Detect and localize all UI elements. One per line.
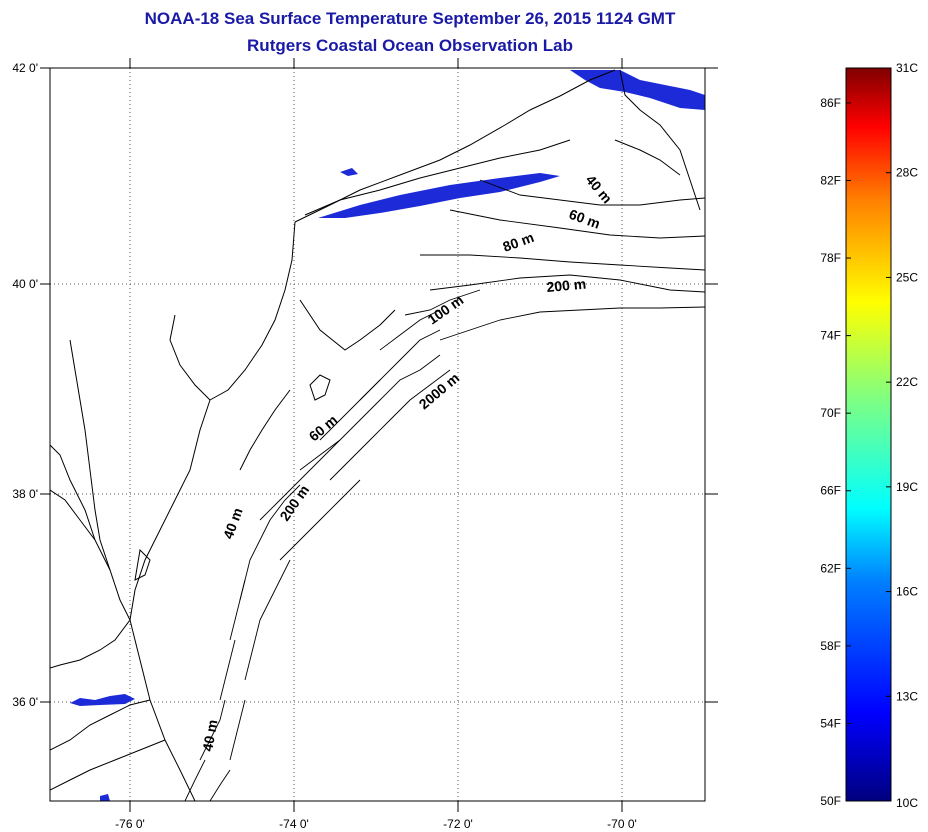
- isobath-label-200m-south: 200 m: [276, 482, 312, 524]
- colorbar-f-label: 74F: [820, 329, 841, 343]
- colorbar-c-label: 13C: [896, 689, 918, 703]
- lon-label-70: -70 0': [607, 817, 637, 831]
- colorbar-c-label: 22C: [896, 375, 918, 389]
- colorbar-c-label: 31C: [896, 61, 918, 75]
- color-bar: 86F 82F 78F 74F 70F 66F 62F 58F 54F 50F 31C 28C 25C…: [820, 61, 918, 810]
- colorbar-c-label: 10C: [896, 796, 918, 810]
- lat-label-36: 36 0': [12, 695, 38, 709]
- isobath-label-40m-south: 40 m: [199, 718, 220, 752]
- colorbar-f-label: 86F: [820, 96, 841, 110]
- lon-label-72: -72 0': [443, 817, 473, 831]
- lon-labels: -76 0' -74 0' -72 0' -70 0': [115, 817, 637, 831]
- colorbar-c-label: 25C: [896, 270, 918, 284]
- isobath-label-40m-mid: 40 m: [220, 506, 246, 541]
- colorbar-f-label: 54F: [820, 716, 841, 730]
- map-title: NOAA-18 Sea Surface Temperature Septembe…: [144, 9, 676, 28]
- lat-label-42: 42 0': [12, 61, 38, 75]
- lat-labels: 42 0' 40 0' 38 0' 36 0': [12, 61, 38, 709]
- isobath-label-100m: 100 m: [425, 292, 467, 328]
- lat-label-40: 40 0': [12, 277, 38, 291]
- coastline: [50, 69, 701, 801]
- cold-water-patches: [70, 70, 705, 801]
- colorbar-f-label: 70F: [820, 406, 841, 420]
- map-frame: [49, 67, 706, 802]
- colorbar-c-label: 28C: [896, 166, 918, 180]
- isobath-label-200m-north: 200 m: [546, 276, 587, 295]
- isobath-label-60m-south: 60 m: [306, 412, 341, 445]
- isobath-label-80m: 80 m: [501, 229, 536, 255]
- color-bar-gradient: [845, 67, 892, 802]
- colorbar-f-labels: 86F 82F 78F 74F 70F 66F 62F 58F 54F 50F: [820, 96, 851, 808]
- colorbar-f-label: 62F: [820, 561, 841, 575]
- lon-label-76: -76 0': [115, 817, 145, 831]
- colorbar-c-label: 19C: [896, 480, 918, 494]
- colorbar-c-label: 16C: [896, 585, 918, 599]
- isobaths: [184, 179, 705, 801]
- map-ticks: [40, 58, 718, 812]
- lon-label-74: -74 0': [279, 817, 309, 831]
- colorbar-f-label: 82F: [820, 173, 841, 187]
- colorbar-c-labels: 31C 28C 25C 22C 19C 16C 13C 10C: [886, 61, 918, 810]
- map-subtitle: Rutgers Coastal Ocean Observation Lab: [247, 36, 573, 55]
- colorbar-f-label: 78F: [820, 251, 841, 265]
- isobath-label-40m-north: 40 m: [583, 172, 616, 207]
- isobath-label-60m-north: 60 m: [567, 206, 602, 232]
- lat-label-38: 38 0': [12, 487, 38, 501]
- colorbar-f-label: 66F: [820, 484, 841, 498]
- isobath-labels: 40 m 60 m 80 m 200 m 100 m 2000 m 60 m 2…: [199, 172, 615, 753]
- colorbar-f-label: 58F: [820, 639, 841, 653]
- colorbar-f-label: 50F: [820, 794, 841, 808]
